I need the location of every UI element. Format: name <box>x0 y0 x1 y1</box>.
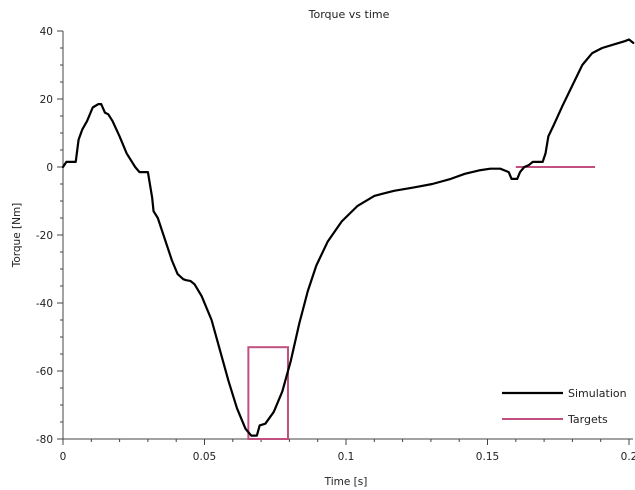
legend-targets-label: Targets <box>567 413 608 426</box>
target-rectangle <box>247 346 289 441</box>
x-tick-label: 0.1 <box>338 451 355 463</box>
y-tick-label: -80 <box>36 434 53 446</box>
legend: Simulation Targets <box>502 387 627 426</box>
simulation-line <box>61 38 635 437</box>
x-axis-ticks: 0 0.05 0.1 0.15 0.2 <box>60 439 635 463</box>
y-tick-label: 0 <box>46 162 53 174</box>
y-axis-label: Torque [Nm] <box>11 203 23 269</box>
legend-simulation-label: Simulation <box>568 387 627 400</box>
x-axis-label: Time [s] <box>324 476 368 488</box>
y-tick-label: -20 <box>36 230 53 242</box>
chart-title: Torque vs time <box>308 8 390 21</box>
plot-area <box>61 38 635 441</box>
x-tick-label: 0.05 <box>193 451 216 463</box>
y-axis-ticks: 40 20 0 -20 -40 -60 -80 <box>36 26 63 446</box>
y-tick-label: -60 <box>36 366 53 378</box>
y-tick-label: 40 <box>40 26 53 38</box>
x-tick-label: 0.2 <box>621 451 635 463</box>
y-tick-label: -40 <box>36 298 53 310</box>
x-tick-label: 0 <box>60 451 67 463</box>
y-tick-label: 20 <box>40 94 53 106</box>
x-tick-label: 0.15 <box>476 451 499 463</box>
